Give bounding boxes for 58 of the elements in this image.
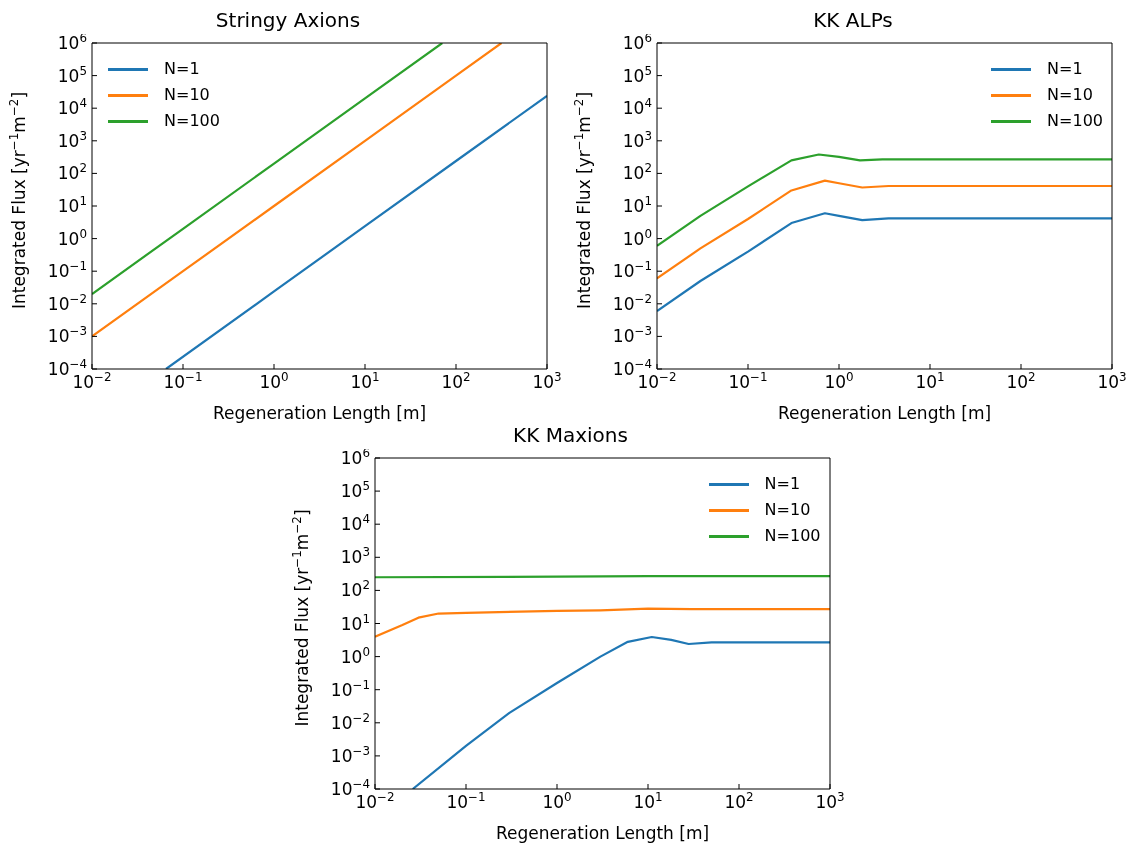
x-tick-label: 10$^{2}$ (1006, 370, 1036, 392)
chart-title: KK ALPs (813, 8, 893, 32)
x-tick-label: 10$^{0}$ (541, 790, 572, 812)
legend-label: N=10 (1047, 84, 1093, 106)
y-tick-label: 10$^{3}$ (340, 545, 370, 568)
x-tick-label: 10$^{3}$ (532, 370, 562, 392)
legend-label: N=10 (164, 84, 210, 106)
x-axis-title: Regeneration Length [m] (495, 823, 709, 843)
y-tick-label: 10$^{−3}$ (47, 324, 87, 347)
legend-label: N=100 (764, 525, 821, 547)
legend-label: N=100 (164, 110, 220, 132)
x-tick-label: 10$^{−1}$ (445, 790, 486, 812)
y-tick-label: 10$^{0}$ (340, 644, 370, 667)
x-tick-label: 10$^{3}$ (814, 790, 845, 812)
x-tick-label: 10$^{−1}$ (163, 370, 203, 392)
y-tick-label: 10$^{2}$ (622, 161, 652, 184)
x-tick-label: 10$^{2}$ (723, 790, 754, 812)
x-axis-title: Regeneration Length [m] (212, 403, 427, 423)
y-tick-label: 10$^{3}$ (57, 128, 87, 151)
y-tick-label: 10$^{−2}$ (612, 291, 652, 314)
legend-label: N=1 (1047, 58, 1083, 80)
y-tick-label: 10$^{3}$ (622, 128, 652, 151)
x-tick-label: 10$^{3}$ (1097, 370, 1127, 392)
y-tick-label: 10$^{1}$ (622, 194, 652, 216)
chart-title: KK Maxions (513, 423, 628, 447)
x-tick-label: 10$^{−1}$ (728, 370, 768, 392)
y-tick-label: 10$^{−1}$ (612, 259, 652, 282)
y-tick-label: 10$^{−2}$ (47, 291, 87, 314)
y-tick-label: 10$^{0}$ (622, 226, 652, 249)
y-tick-label: 10$^{0}$ (57, 226, 87, 249)
chart-title: Stringy Axions (215, 8, 361, 32)
y-tick-label: 10$^{−1}$ (330, 677, 370, 700)
y-tick-label: 10$^{4}$ (340, 512, 370, 535)
legend-label: N=10 (764, 499, 811, 521)
y-tick-label: 10$^{5}$ (622, 63, 652, 86)
y-tick-label: 10$^{6}$ (340, 446, 370, 468)
y-tick-label: 10$^{−1}$ (47, 259, 87, 282)
y-tick-label: 10$^{6}$ (622, 31, 652, 53)
x-tick-label: 10$^{1}$ (915, 370, 945, 392)
x-tick-label: 10$^{0}$ (259, 370, 289, 392)
y-tick-label: 10$^{−3}$ (612, 324, 652, 347)
y-tick-label: 10$^{−2}$ (330, 710, 370, 733)
x-tick-label: 10$^{2}$ (441, 370, 471, 392)
y-tick-label: 10$^{1}$ (57, 194, 87, 216)
y-tick-label: 10$^{2}$ (57, 161, 87, 184)
y-tick-label: 10$^{2}$ (340, 578, 370, 601)
y-tick-label: 10$^{4}$ (57, 96, 87, 119)
y-tick-label: 10$^{5}$ (340, 479, 370, 502)
y-tick-label: 10$^{−3}$ (330, 743, 370, 766)
y-tick-label: 10$^{1}$ (340, 611, 370, 634)
legend-label: N=100 (1047, 110, 1103, 132)
y-tick-label: 10$^{5}$ (57, 63, 87, 86)
x-axis-title: Regeneration Length [m] (777, 403, 992, 423)
legend-label: N=1 (764, 473, 801, 495)
y-tick-label: 10$^{4}$ (622, 96, 652, 119)
y-tick-label: 10$^{6}$ (57, 31, 87, 53)
legend-label: N=1 (164, 58, 200, 80)
x-tick-label: 10$^{0}$ (824, 370, 854, 392)
